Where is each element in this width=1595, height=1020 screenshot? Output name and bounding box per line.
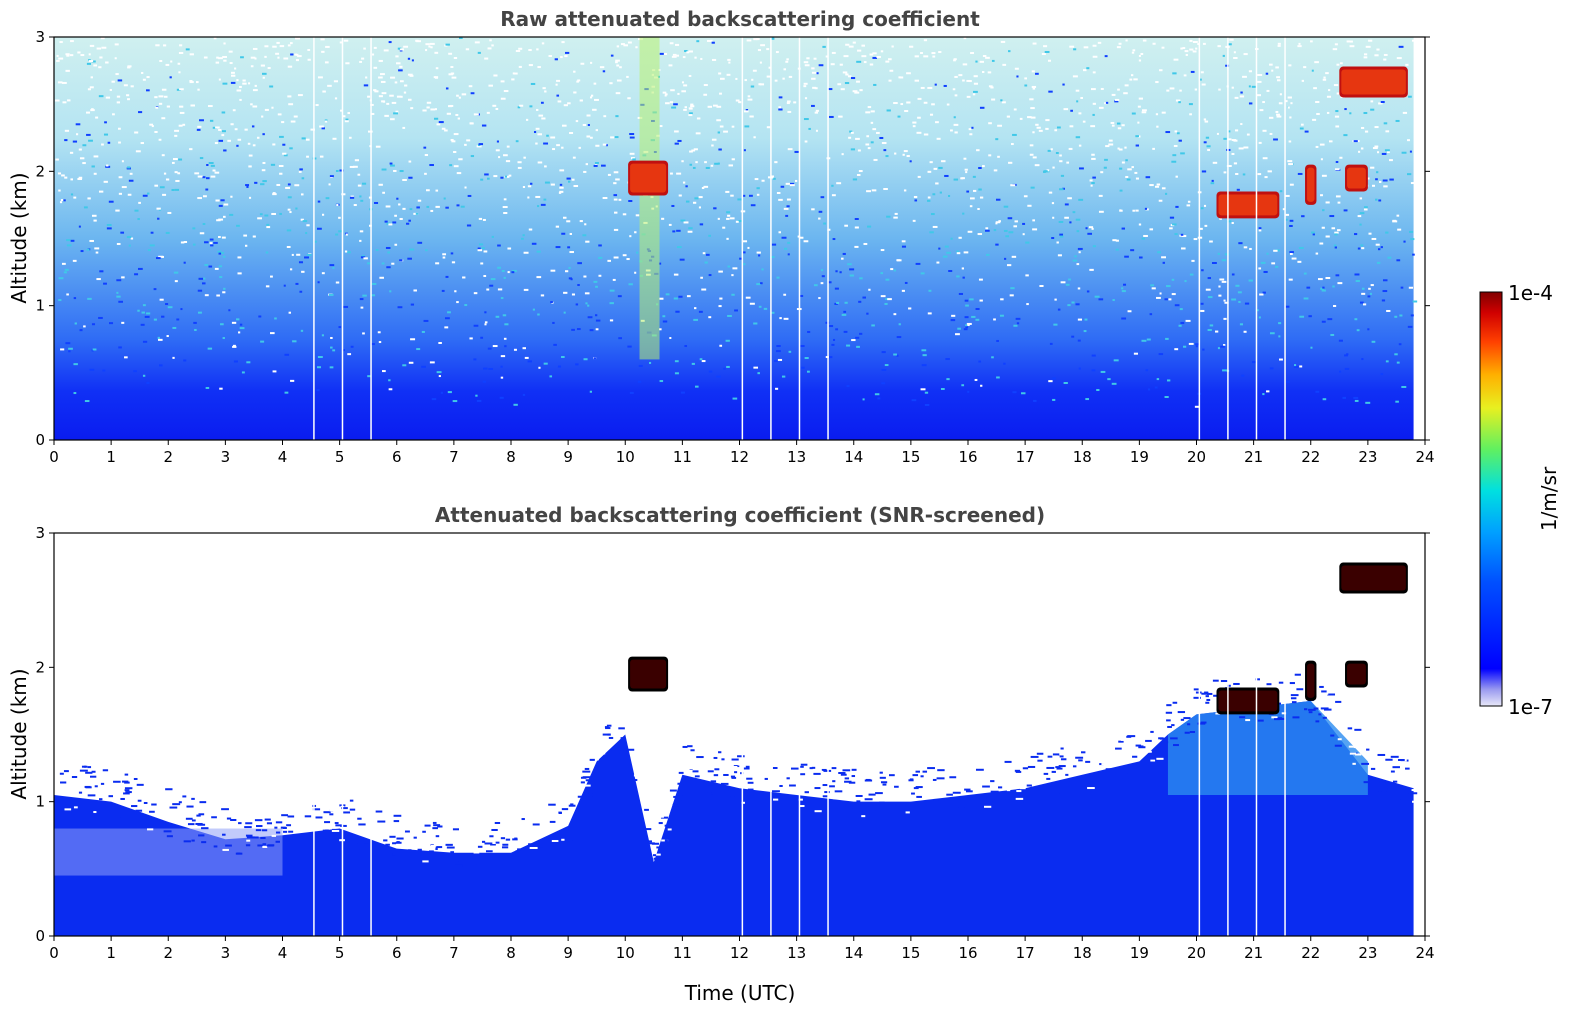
colorbar: 1e-4 1e-7 1/m/sr xyxy=(1479,281,1561,719)
y-tick-label: 0 xyxy=(35,431,45,449)
colorbar-gradient xyxy=(1479,291,1503,707)
x-tick-label: 5 xyxy=(335,944,345,962)
panel-title-screened: Attenuated backscattering coefficient (S… xyxy=(435,503,1045,527)
x-tick-label: 14 xyxy=(844,944,863,962)
x-tick-label: 7 xyxy=(449,944,459,962)
cloud-layer xyxy=(1339,66,1408,98)
heatmap-raw xyxy=(54,37,1425,440)
x-tick-label: 23 xyxy=(1358,944,1377,962)
x-tick-label: 6 xyxy=(392,448,402,466)
colorbar-unit-label: 1/m/sr xyxy=(1537,466,1561,531)
x-tick-label: 15 xyxy=(901,448,920,466)
x-tick-label: 21 xyxy=(1244,448,1263,466)
heatmap-screened xyxy=(54,533,1425,936)
x-axis-raw: 0 1 2 3 4 5 6 7 8 9 10 11 12 13 14 15 16 17 18 19 20 21 22 23 24 xyxy=(49,440,1435,466)
x-tick-label: 10 xyxy=(616,944,635,962)
x-tick-label: 13 xyxy=(787,448,806,466)
signal-field xyxy=(54,37,1414,440)
cloud-layer xyxy=(1216,191,1280,219)
x-tick-label: 2 xyxy=(163,448,173,466)
boundary-layer xyxy=(54,700,1414,936)
noise-speckle xyxy=(54,37,1418,408)
cloud-layer xyxy=(628,656,669,692)
x-tick-label: 9 xyxy=(563,448,573,466)
x-tick-label: 1 xyxy=(106,944,116,962)
x-tick-label: 11 xyxy=(673,448,692,466)
x-axis-label: Time (UTC) xyxy=(684,981,796,1005)
x-tick-label: 13 xyxy=(787,944,806,962)
panel-screened: Attenuated backscattering coefficient (S… xyxy=(7,503,1435,1005)
y-tick-label: 1 xyxy=(35,297,45,315)
cloud-layer xyxy=(1339,562,1408,594)
x-tick-label: 20 xyxy=(1187,448,1206,466)
cloud-layer xyxy=(1305,660,1317,701)
x-tick-label: 11 xyxy=(673,944,692,962)
x-tick-label: 24 xyxy=(1415,944,1434,962)
x-tick-label: 22 xyxy=(1301,944,1320,962)
x-tick-label: 12 xyxy=(730,944,749,962)
x-tick-label: 12 xyxy=(730,448,749,466)
y-tick-label: 1 xyxy=(35,793,45,811)
x-tick-label: 15 xyxy=(901,944,920,962)
x-tick-label: 1 xyxy=(106,448,116,466)
x-tick-label: 10 xyxy=(616,448,635,466)
x-tick-label: 16 xyxy=(958,944,977,962)
x-tick-label: 6 xyxy=(392,944,402,962)
cloud-layer xyxy=(1305,164,1317,205)
x-tick-label: 8 xyxy=(506,944,516,962)
y-axis-label-raw: Altitude (km) xyxy=(7,172,31,303)
x-tick-label: 17 xyxy=(1016,944,1035,962)
cloud-layer xyxy=(1216,687,1280,715)
x-tick-label: 7 xyxy=(449,448,459,466)
colorbar-max-label: 1e-4 xyxy=(1508,281,1553,305)
x-tick-label: 4 xyxy=(278,448,288,466)
plot-area-screened xyxy=(53,532,1426,937)
cloud-layer xyxy=(1345,164,1368,192)
panel-raw: Raw attenuated backscattering coefficien… xyxy=(7,7,1435,466)
x-tick-label: 8 xyxy=(506,448,516,466)
x-tick-label: 0 xyxy=(49,448,59,466)
y-tick-label: 3 xyxy=(35,524,45,542)
aerosol-layer xyxy=(1167,700,1368,795)
y-axis-raw: 0 1 2 3 xyxy=(35,28,1430,449)
x-tick-label: 3 xyxy=(221,448,231,466)
panel-title-raw: Raw attenuated backscattering coefficien… xyxy=(500,7,980,31)
x-axis-screened: 0 1 2 3 4 5 6 7 8 9 10 11 12 13 14 15 16 17 18 19 20 21 22 23 24 xyxy=(49,936,1435,962)
x-tick-label: 4 xyxy=(278,944,288,962)
aerosol-plume xyxy=(639,37,660,360)
x-tick-label: 22 xyxy=(1301,448,1320,466)
x-tick-label: 19 xyxy=(1130,448,1149,466)
x-tick-label: 9 xyxy=(563,944,573,962)
x-tick-label: 5 xyxy=(335,448,345,466)
y-tick-label: 3 xyxy=(35,28,45,46)
x-tick-label: 24 xyxy=(1415,448,1434,466)
x-tick-label: 3 xyxy=(221,944,231,962)
colorbar-min-label: 1e-7 xyxy=(1508,695,1553,719)
x-tick-label: 0 xyxy=(49,944,59,962)
y-axis-screened: 0 1 2 3 xyxy=(35,524,1430,945)
x-tick-label: 16 xyxy=(958,448,977,466)
cloud-layer xyxy=(1345,660,1368,688)
x-tick-label: 2 xyxy=(163,944,173,962)
y-tick-label: 2 xyxy=(35,162,45,180)
x-tick-label: 21 xyxy=(1244,944,1263,962)
x-tick-label: 14 xyxy=(844,448,863,466)
y-axis-label-screened: Altitude (km) xyxy=(7,668,31,799)
y-tick-label: 0 xyxy=(35,927,45,945)
x-tick-label: 23 xyxy=(1358,448,1377,466)
cloud-layer xyxy=(628,160,669,196)
x-tick-label: 18 xyxy=(1073,944,1092,962)
x-tick-label: 20 xyxy=(1187,944,1206,962)
edge-speckle xyxy=(56,672,1418,867)
x-tick-label: 19 xyxy=(1130,944,1149,962)
x-tick-label: 17 xyxy=(1016,448,1035,466)
plot-area-raw xyxy=(53,36,1426,441)
x-tick-label: 18 xyxy=(1073,448,1092,466)
y-tick-label: 2 xyxy=(35,658,45,676)
